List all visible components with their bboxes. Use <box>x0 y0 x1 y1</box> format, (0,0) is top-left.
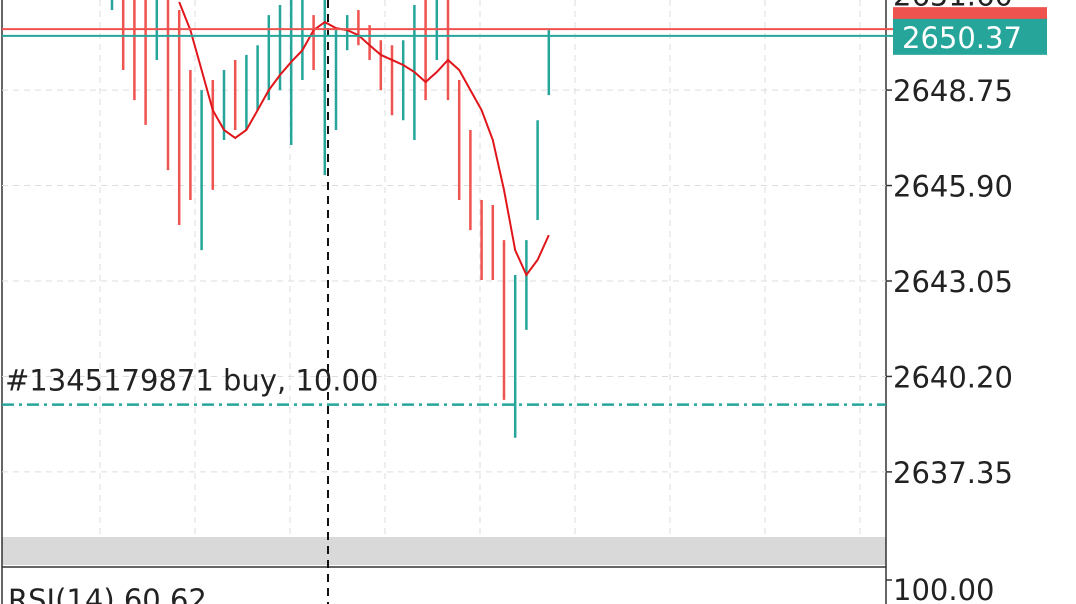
order-label: #1345179871 buy, 10.00 <box>5 364 378 398</box>
rsi-title: RSI(14) 60.62 <box>8 583 207 604</box>
scroll-band <box>2 537 886 565</box>
y-tick-label: 2648.75 <box>893 74 1013 108</box>
y-tick-label: 2637.35 <box>893 456 1013 490</box>
y-tick-label: 2645.90 <box>893 170 1013 204</box>
rsi-tick-label: 100.00 <box>893 573 994 604</box>
y-tick-label: 2643.05 <box>893 265 1013 299</box>
bid-label: 2650.37 <box>902 21 1022 55</box>
bid-label-box <box>893 18 1047 55</box>
moving-average <box>178 1 550 277</box>
y-tick-label: 2640.20 <box>893 360 1013 394</box>
